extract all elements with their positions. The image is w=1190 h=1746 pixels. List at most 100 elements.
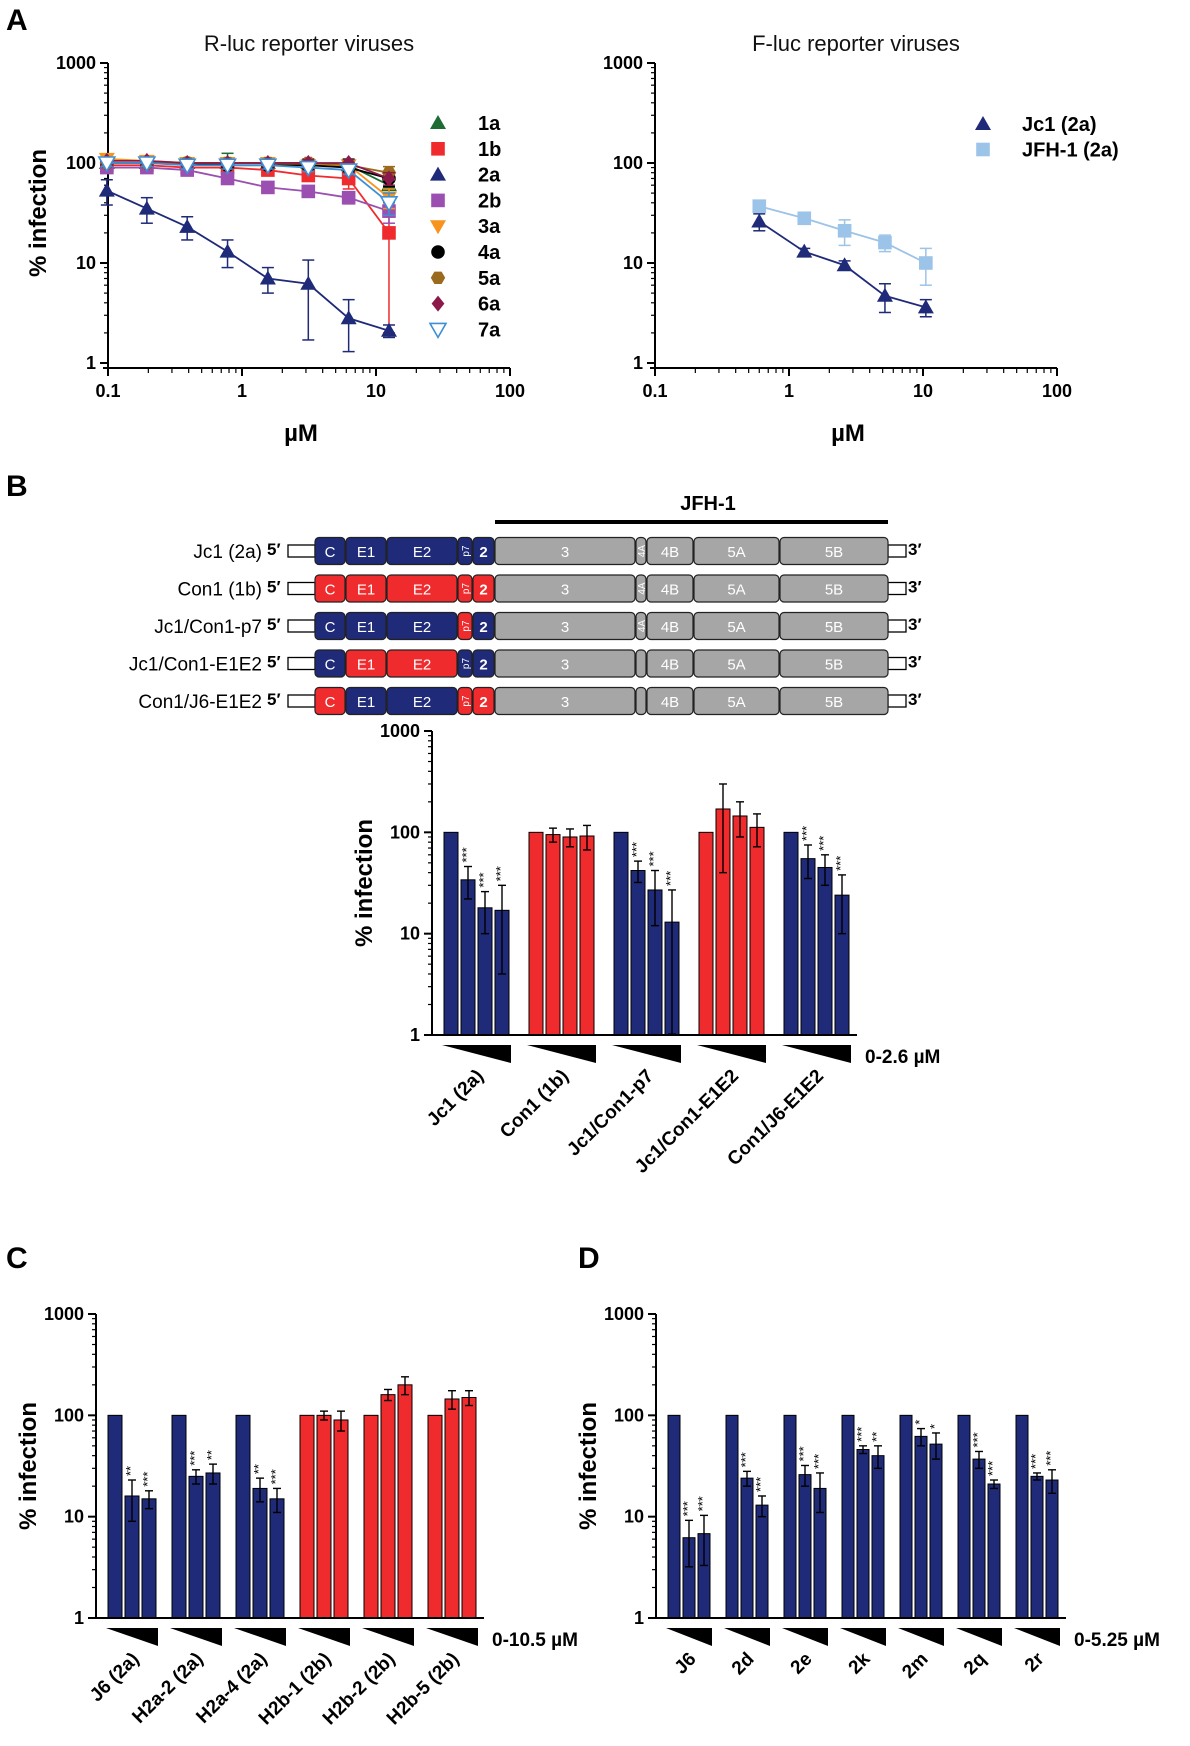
segment-label: 2 [479, 582, 487, 599]
legend-entry: 1a [478, 113, 501, 135]
utr-box [887, 694, 907, 708]
legend-entry: 6a [478, 294, 501, 316]
data-point [380, 322, 397, 337]
gene-segment [314, 611, 346, 641]
data-point [796, 243, 813, 258]
segment-label: 4B [661, 544, 679, 561]
utr-box [287, 694, 316, 708]
segment-label: 3 [561, 619, 569, 636]
data-point [138, 200, 155, 215]
data-point [430, 166, 446, 181]
bar [987, 1483, 1001, 1619]
data-point [300, 275, 317, 290]
y-tick-label: 10 [64, 1507, 84, 1527]
significance-stars: *** [1043, 1451, 1058, 1466]
data-point [298, 160, 318, 178]
bar [749, 826, 765, 1036]
dose-wedge [840, 1628, 886, 1646]
segment-label: 2 [479, 544, 487, 561]
three-prime: 3′ [908, 540, 922, 559]
significance-stars: *** [799, 826, 814, 841]
bar [461, 1396, 477, 1619]
segment-label: 4A [637, 620, 648, 633]
segment-label: 4B [661, 694, 679, 711]
utr-box [287, 619, 316, 633]
data-point [428, 322, 448, 340]
five-prime: 5′ [267, 615, 281, 634]
utr-box [887, 619, 907, 633]
construct-label: Con1 (1b) [178, 580, 263, 601]
segment-label: E1 [357, 582, 375, 599]
five-prime: 5′ [267, 540, 281, 559]
gene-segment [494, 649, 636, 678]
gene-segment [457, 574, 473, 603]
y-tick-label: 100 [390, 822, 420, 842]
bar [333, 1419, 349, 1619]
gene-segment [646, 611, 694, 641]
significance-stars: ** [204, 1450, 219, 1460]
gene-segment [345, 574, 387, 603]
data-point [876, 287, 893, 302]
gene-segment [494, 686, 636, 716]
significance-stars: *** [663, 871, 678, 886]
significance-stars: *** [268, 1469, 283, 1484]
gene-segment [314, 649, 346, 678]
y-tick-label: 10 [76, 253, 96, 273]
data-point [261, 180, 275, 195]
y-tick-label: 10 [623, 253, 643, 273]
bar [188, 1475, 204, 1619]
segment-label: 5A [727, 544, 745, 561]
five-prime: 5′ [267, 578, 281, 597]
dose-wedge [782, 1045, 851, 1063]
group-label: 2r [1021, 1648, 1049, 1676]
bar [380, 1394, 396, 1619]
bar [444, 1398, 460, 1619]
data-point [98, 182, 115, 197]
bar [252, 1487, 268, 1619]
segment-label: 5A [727, 694, 745, 711]
data-point [219, 243, 236, 258]
data-point [340, 310, 357, 325]
significance-stars: *** [854, 1427, 869, 1442]
gene-segment [345, 686, 387, 716]
panel-label-c: C [6, 1242, 28, 1275]
gene-segment [779, 611, 889, 641]
y-tick-label: 1 [410, 1025, 420, 1045]
group-label: 2e [787, 1649, 817, 1679]
gene-segment [635, 611, 647, 641]
gene-segment [386, 611, 458, 641]
x-tick-label: 1 [237, 381, 247, 401]
segment-label: E2 [413, 619, 431, 636]
gene-segment [779, 536, 889, 566]
gene-segment [693, 686, 780, 716]
data-point [218, 158, 237, 175]
bar [914, 1435, 928, 1619]
bar [817, 866, 833, 1036]
segment-label: C [325, 694, 336, 711]
jfh1-label: JFH-1 [680, 493, 736, 515]
segment-label: p7 [461, 695, 472, 707]
bar [299, 1414, 315, 1619]
gene-segment [646, 536, 694, 566]
data-point [382, 226, 396, 240]
bar [755, 1504, 769, 1619]
y-tick-label: 10 [624, 1507, 644, 1527]
gene-segment [635, 686, 647, 716]
segment-label: E1 [357, 619, 375, 636]
y-axis-label: % infection [351, 819, 378, 947]
segment-label: 5B [825, 544, 843, 561]
bar [562, 836, 578, 1036]
gene-segment [779, 649, 889, 678]
gene-segment [457, 649, 473, 678]
gene-segment [472, 574, 495, 603]
group-label: 2k [845, 1648, 875, 1678]
segment-label: 5B [825, 657, 843, 674]
segment-label: 2 [479, 619, 487, 636]
gene-segment [345, 611, 387, 641]
data-point [258, 158, 278, 175]
segment-label: E1 [357, 544, 375, 561]
data-point [797, 211, 812, 226]
segment-label: 5A [727, 657, 745, 674]
three-prime: 3′ [908, 578, 922, 597]
